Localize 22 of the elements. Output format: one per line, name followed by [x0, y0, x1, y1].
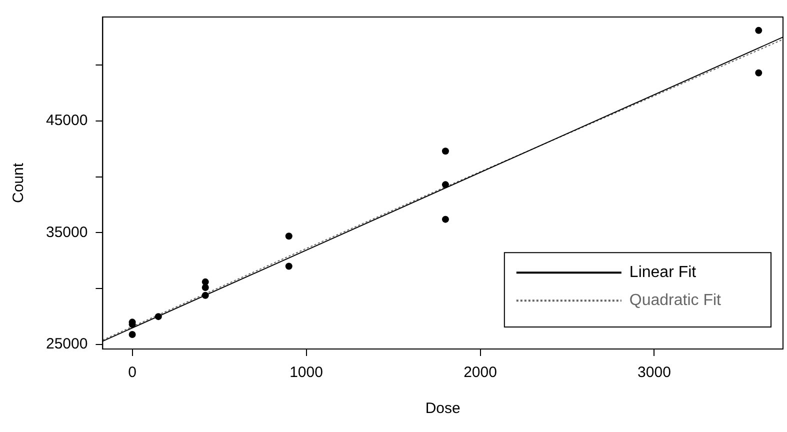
x-tick-label: 3000 [638, 364, 671, 382]
point [202, 292, 209, 299]
point [202, 284, 209, 292]
text: Quadratic Fit [629, 292, 722, 310]
point [442, 148, 449, 155]
point [442, 181, 449, 188]
y-tick-label: 45000 [46, 112, 88, 130]
point [442, 216, 449, 223]
point [128, 330, 136, 338]
y-axis-title: Count [10, 162, 28, 204]
y-tick-label: 25000 [46, 336, 88, 353]
point [154, 313, 162, 320]
x-axis-title: Dose [425, 400, 460, 418]
x-tick-label: 1000 [290, 364, 323, 382]
point [285, 232, 292, 240]
y-tick-label: 35000 [46, 224, 88, 241]
point [755, 26, 762, 34]
x-tick-label: 2000 [464, 364, 497, 382]
x-tick-label: 0 [128, 364, 136, 382]
text: Linear Fit [629, 264, 697, 282]
point [285, 262, 292, 270]
point [755, 69, 762, 76]
